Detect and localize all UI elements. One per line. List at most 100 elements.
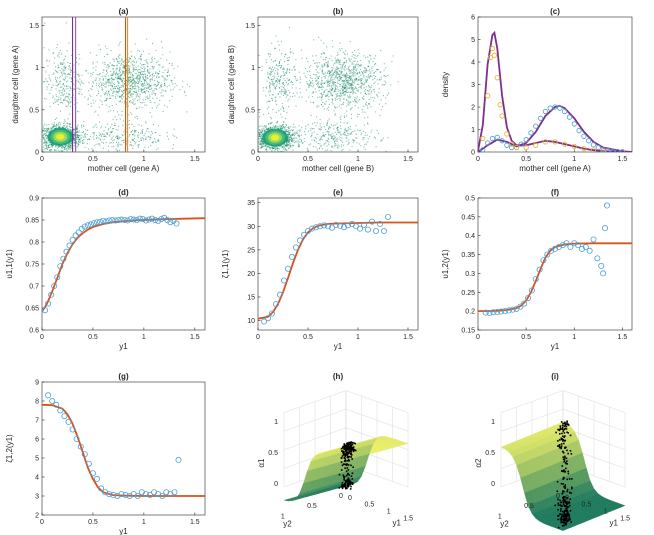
scatter-point [121,94,123,96]
scatter-point [45,135,47,137]
scatter-point [123,64,125,66]
scatter-point [120,74,122,76]
scatter-point [261,69,263,72]
scatter-point [334,131,336,133]
scatter-point [138,106,140,108]
scatter-point [321,88,323,91]
scatter-point [135,62,137,64]
scatter-point [70,71,72,73]
scatter-point [98,132,100,134]
scatter-point [308,80,310,82]
scatter-point [267,146,269,148]
scatter-point [319,139,321,141]
scatter-point [96,82,98,84]
scatter-point [55,94,57,96]
scatter-point [338,145,340,147]
scatter-point [282,69,284,71]
scatter-point [172,144,175,146]
scatter-point [73,88,75,90]
scatter-point [274,148,276,150]
scatter-point [78,89,80,91]
scatter-point [319,86,321,89]
scatter-point [373,75,375,77]
scatter-point [360,80,362,82]
scatter-point [390,84,392,86]
scatter-point [113,65,116,67]
scatter-point [48,123,50,126]
scatter-point [279,96,281,98]
scatter-point [288,78,290,80]
scatter-point [281,128,283,130]
scatter-point [298,144,301,146]
scatter-point [279,64,281,67]
scatter-point [341,80,343,82]
scatter-point [351,72,354,74]
scatter-point [132,71,134,73]
scatter-point [318,76,320,78]
scatter-point [261,136,263,138]
scatter-point [276,148,278,150]
scatter-point [121,134,123,136]
scatter-point [90,102,92,104]
scatter-point [118,141,120,143]
scatter-point [129,101,131,103]
scatter-point [340,139,342,141]
scatter-point [116,76,118,78]
scatter-point [101,104,103,106]
scatter-point [57,100,59,102]
scatter-point [371,129,373,131]
scatter-point [66,122,68,125]
scatter-point [347,66,350,68]
scatter-point [342,85,344,88]
scatter-point [312,101,314,103]
scatter-point [93,134,95,136]
scatter-point [278,148,280,150]
scatter-point [68,93,70,95]
scatter-point [357,89,359,91]
scatter-point [109,126,112,128]
scatter-point [341,137,343,139]
scatter-point [84,134,86,136]
scatter-point [272,83,274,85]
scatter-point [95,79,97,81]
scatter-point [133,56,136,58]
scatter-point [73,141,75,143]
scatter-point [277,128,279,130]
scatter-point [167,70,169,72]
scatter-point [134,58,136,60]
scatter-point [346,89,348,91]
scatter-point [117,76,119,78]
scatter-point [301,57,303,59]
scatter-point [376,79,378,81]
scatter-point [277,93,279,95]
scatter-point [122,67,124,69]
scatter-point [306,57,308,59]
scatter-point [67,118,69,120]
scatter-point [138,144,140,146]
scatter-point [68,126,71,128]
scatter-point [93,132,96,134]
scatter-point [260,141,262,143]
scatter-point [127,105,129,107]
scatter-point [127,61,129,63]
scatter-point [286,128,288,131]
scatter-point [297,144,300,146]
scatter-point [339,84,342,86]
scatter-point [95,123,97,125]
scatter-point [116,145,118,147]
scatter-point [58,145,60,147]
scatter-point [362,83,364,85]
scatter-point [346,74,349,76]
scatter-point [148,98,150,100]
scatter-point [310,82,312,84]
scatter-point [328,84,331,86]
scatter-point [367,141,369,143]
scatter-point [144,138,147,140]
scatter-point [330,124,332,126]
scatter-point [132,147,134,150]
scatter-point [142,76,144,78]
scatter-point [270,73,272,75]
scatter-point [322,52,325,54]
scatter-point [166,131,168,134]
scatter-point [338,95,340,97]
